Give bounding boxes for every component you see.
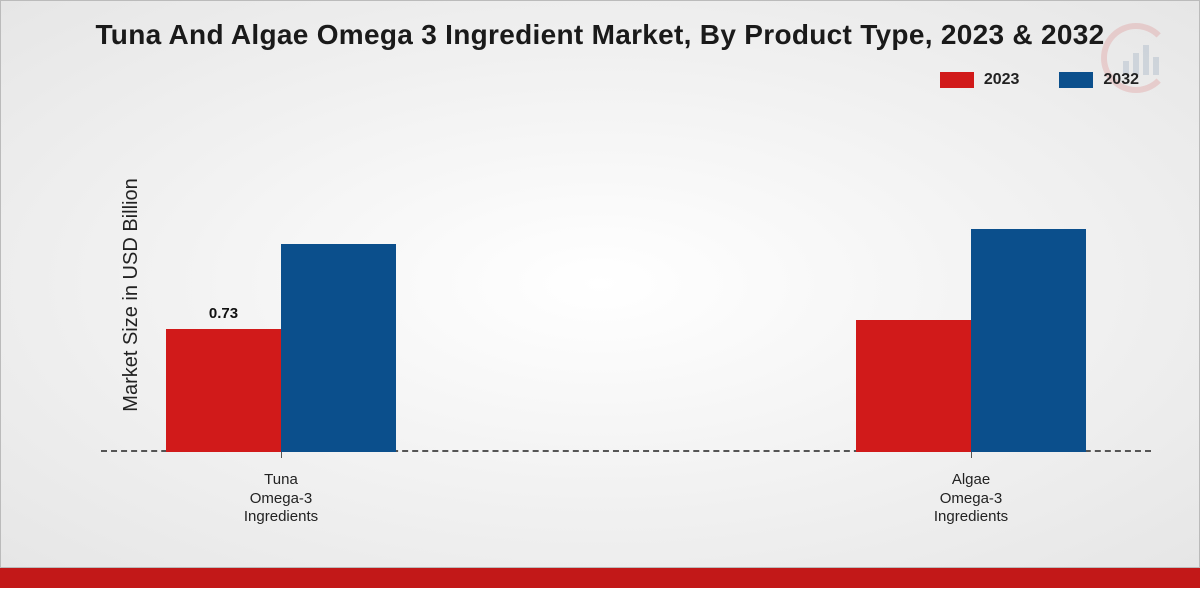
tick-mark: [281, 452, 282, 458]
chart-frame: Tuna And Algae Omega 3 Ingredient Market…: [0, 0, 1200, 568]
x-tick-algae: Algae Omega-3 Ingredients: [851, 471, 1091, 527]
footer-spacer: [0, 588, 1200, 600]
bar-algae-2023: [856, 320, 971, 452]
plot-area: 0.73: [101, 131, 1151, 452]
bar-tuna-2032: [281, 244, 396, 452]
x-axis-labels: Tuna Omega-3 Ingredients Algae Omega-3 I…: [101, 471, 1151, 527]
bar-tuna-2023: 0.73: [166, 329, 281, 452]
legend-label-2023: 2023: [984, 71, 1020, 89]
legend-item-2023: 2023: [940, 71, 1020, 89]
footer-accent-bar: [0, 568, 1200, 588]
legend-label-2032: 2032: [1103, 71, 1139, 89]
legend: 2023 2032: [940, 71, 1139, 89]
bar-value-label: 0.73: [209, 305, 238, 322]
tick-mark: [971, 452, 972, 458]
legend-swatch-2032: [1059, 72, 1093, 88]
group-algae: [851, 131, 1091, 452]
legend-swatch-2023: [940, 72, 974, 88]
legend-item-2032: 2032: [1059, 71, 1139, 89]
bar-groups: 0.73: [101, 131, 1151, 452]
bar-algae-2032: [971, 229, 1086, 452]
group-tuna: 0.73: [161, 131, 401, 452]
x-tick-tuna: Tuna Omega-3 Ingredients: [161, 471, 401, 527]
chart-title: Tuna And Algae Omega 3 Ingredient Market…: [1, 19, 1199, 51]
